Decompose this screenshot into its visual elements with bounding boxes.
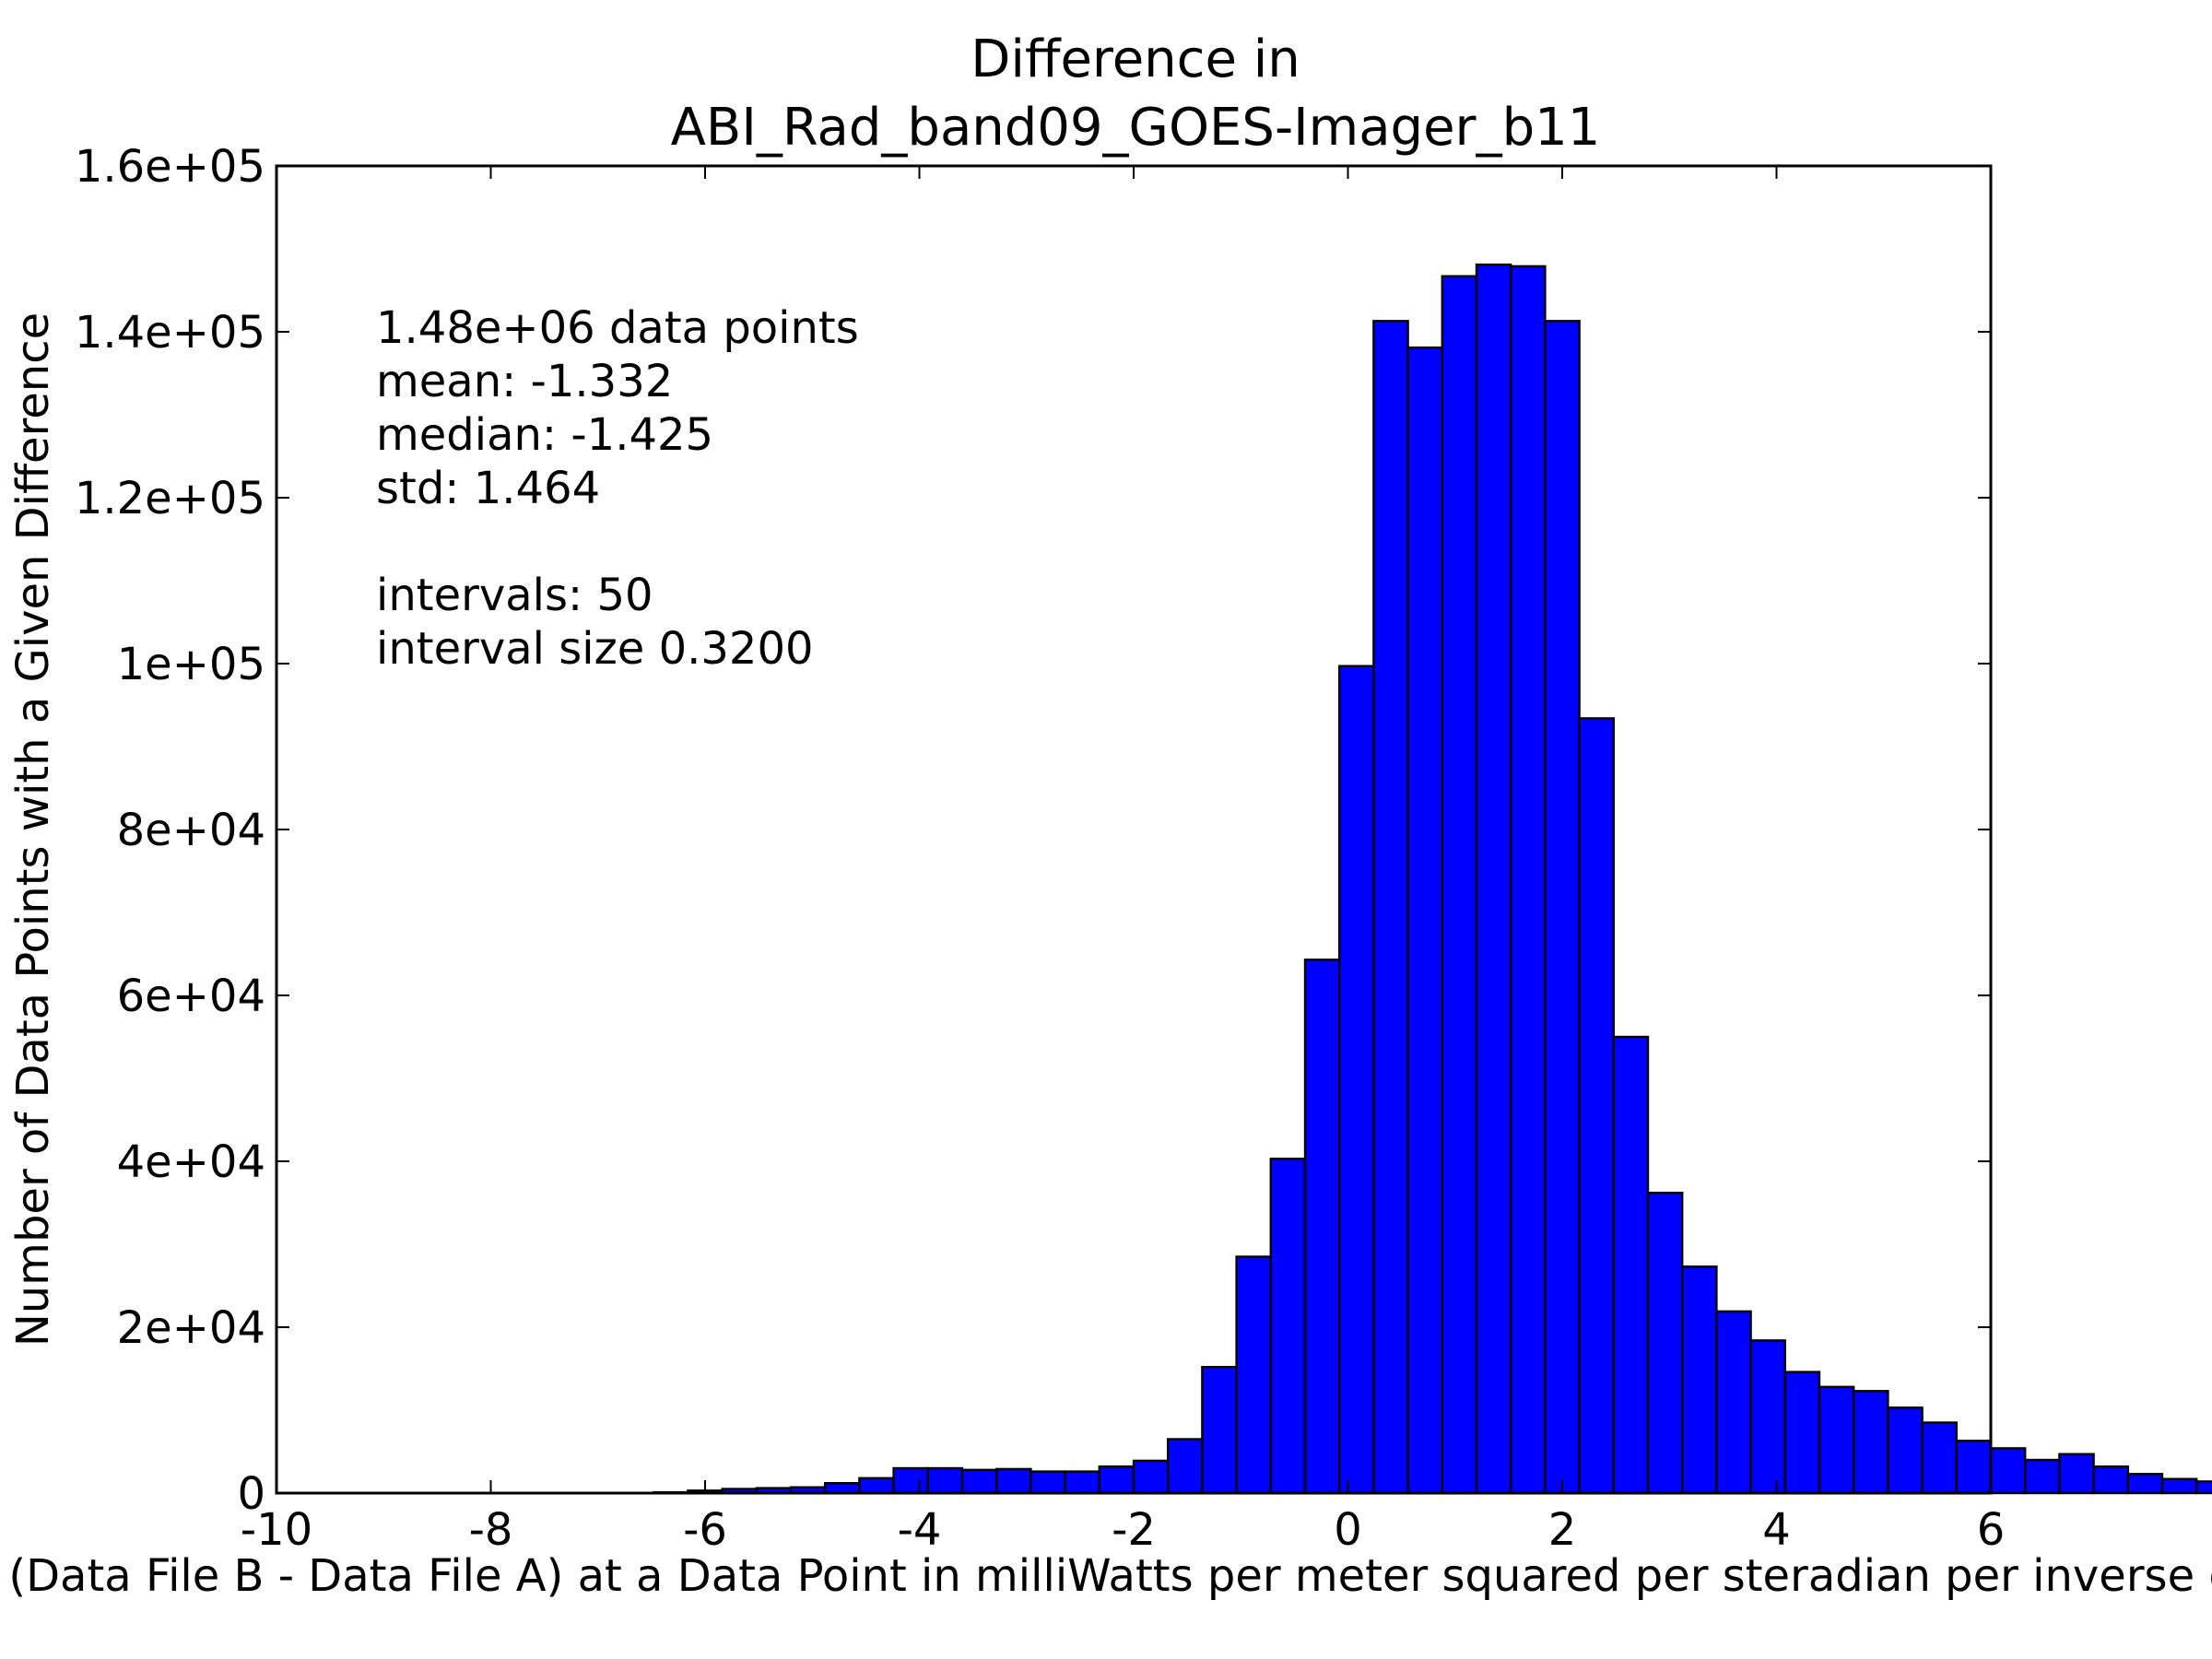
histogram-bar (1509, 265, 1547, 1495)
histogram-bar (1132, 1459, 1170, 1495)
histogram-bar (1852, 1390, 1889, 1495)
y-tick-label: 6e+04 (117, 971, 265, 1022)
histogram-bar (1475, 263, 1512, 1495)
y-tick-label: 2e+04 (117, 1302, 265, 1354)
stats-intervals: intervals: 50 (376, 570, 653, 621)
y-tick-label: 0 (237, 1468, 265, 1520)
histogram-bar (2058, 1453, 2095, 1495)
histogram-bar (1201, 1365, 1238, 1495)
histogram-bar (1646, 1191, 1684, 1495)
histogram-bar (1578, 717, 1615, 1495)
histogram-bar (2092, 1465, 2130, 1495)
histogram-bar (1887, 1406, 1924, 1495)
histogram-bar (994, 1467, 1032, 1495)
histogram-bar (1921, 1421, 1959, 1495)
y-tick-label: 4e+04 (117, 1136, 265, 1188)
x-tick-label: 0 (1334, 1504, 1362, 1556)
histogram-bar (1955, 1440, 1993, 1495)
y-tick-label: 1.6e+05 (75, 141, 265, 193)
histogram-bar (960, 1468, 998, 1495)
stats-median: median: -1.425 (376, 409, 713, 461)
y-tick-label: 1.4e+05 (75, 307, 265, 359)
y-tick-label: 1.2e+05 (75, 473, 265, 524)
stats-annotation: 1.48e+06 data points mean: -1.332 median… (376, 302, 859, 675)
histogram-bar (1612, 1035, 1650, 1495)
histogram-bar (858, 1477, 895, 1495)
y-tick-label: 8e+04 (117, 805, 265, 856)
x-axis-label: Value of (Data File B - Data File A) at … (0, 1550, 2212, 1602)
histogram-bar (1166, 1438, 1204, 1495)
histogram-bar (2160, 1477, 2198, 1495)
chart-title-line-2: ABI_Rad_band09_GOES-Imager_b11 (671, 98, 1601, 158)
axis-ticks: -10 -8 -6 -4 -2 0 2 4 6 0 2e+04 4e+04 6e+04 8e+04 1e+0… (75, 141, 2005, 1556)
x-tick-label: 6 (1977, 1504, 2006, 1556)
stats-data-points: 1.48e+06 data points (376, 302, 859, 354)
histogram-bar (1303, 959, 1341, 1495)
histogram-bar (1269, 1158, 1307, 1495)
x-tick-label: 4 (1762, 1504, 1791, 1556)
x-tick-label: -8 (469, 1504, 513, 1556)
x-tick-label: -4 (898, 1504, 942, 1556)
y-tick-label: 1e+05 (117, 639, 265, 690)
histogram-bar (2194, 1480, 2212, 1495)
histogram-bar (1749, 1339, 1786, 1495)
histogram-bar (892, 1466, 929, 1495)
stats-std: std: 1.464 (376, 463, 600, 514)
x-tick-label: 2 (1548, 1504, 1577, 1556)
histogram-bar (1372, 320, 1409, 1495)
histogram-bars (653, 263, 2212, 1495)
histogram-bar (1544, 320, 1581, 1495)
chart-title-line-1: Difference in (971, 29, 1300, 89)
histogram-bar (2126, 1473, 2164, 1495)
histogram-bar (1680, 1265, 1718, 1495)
x-tick-label: -2 (1112, 1504, 1156, 1556)
histogram-bar (1818, 1385, 1855, 1495)
histogram-bar (1989, 1447, 2027, 1495)
x-tick-label: -10 (241, 1504, 312, 1556)
x-tick-label: -6 (683, 1504, 727, 1556)
histogram-bar (1441, 275, 1478, 1495)
histogram-bar (926, 1466, 964, 1495)
y-axis-label: Number of Data Points with a Given Diffe… (7, 312, 59, 1347)
histogram-bar (1406, 346, 1443, 1495)
histogram-bar (2023, 1458, 2061, 1495)
histogram-bar (1783, 1371, 1821, 1495)
histogram-bar (824, 1481, 861, 1495)
histogram-bar (1337, 665, 1375, 1495)
histogram-bar (1715, 1310, 1752, 1495)
stats-mean: mean: -1.332 (376, 356, 673, 407)
histogram-bar (1030, 1470, 1066, 1495)
stats-interval-size: interval size 0.3200 (376, 623, 814, 675)
histogram-bar (1098, 1465, 1135, 1495)
histogram-bar (1064, 1470, 1100, 1495)
histogram-bar (1235, 1255, 1272, 1495)
